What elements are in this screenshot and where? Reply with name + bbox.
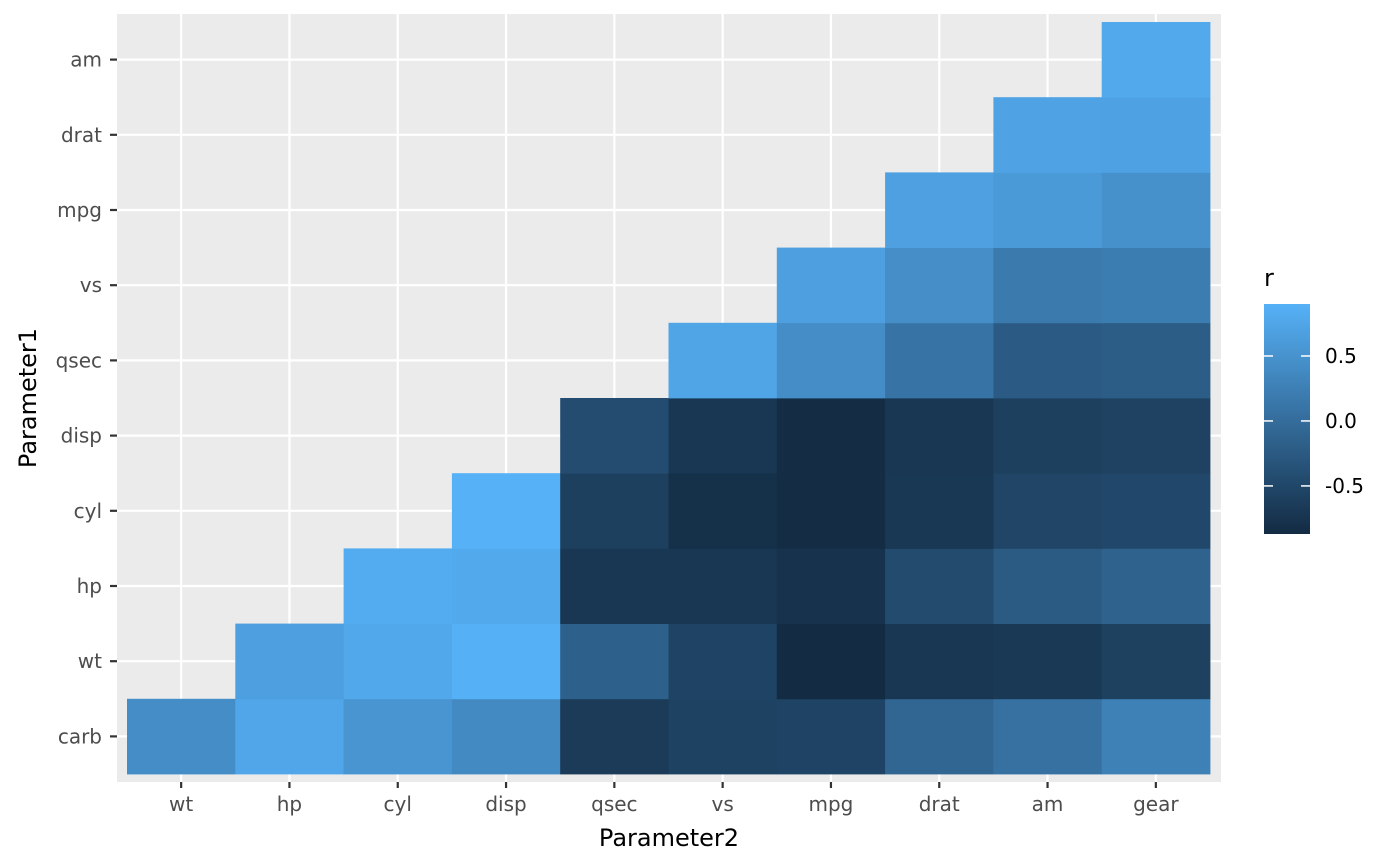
legend-ticks: 0.5 0.0 -0.5 <box>1264 344 1364 498</box>
heatmap-cell <box>1101 698 1211 775</box>
heatmap-cell <box>668 623 778 700</box>
x-tick-label: cyl <box>384 792 412 816</box>
heatmap-cell <box>776 548 886 624</box>
y-tick-label: vs <box>80 273 102 297</box>
legend-tick-label: 0.5 <box>1325 344 1357 368</box>
heatmap-cell <box>1101 172 1211 248</box>
heatmap-cell <box>993 322 1103 399</box>
heatmap-cell <box>885 322 994 399</box>
heatmap-cell <box>885 623 994 700</box>
y-tick-label: drat <box>61 123 102 147</box>
heatmap-cell <box>776 473 886 549</box>
heatmap-cell <box>560 398 669 474</box>
heatmap-cell <box>560 473 669 549</box>
heatmap-cell <box>668 698 778 775</box>
y-tick-label: wt <box>78 649 102 673</box>
heatmap-cell <box>668 473 778 549</box>
heatmap-cell <box>776 398 886 474</box>
heatmap-cell <box>343 623 453 700</box>
heatmap-cell <box>776 247 886 324</box>
y-tick-label: carb <box>58 724 102 748</box>
legend-title: r <box>1264 264 1274 292</box>
heatmap-cell <box>560 623 669 700</box>
heatmap-cell <box>993 172 1103 248</box>
heatmap-cell <box>993 698 1103 775</box>
heatmap-cell <box>1101 97 1211 173</box>
heatmap-cell <box>776 322 886 399</box>
heatmap-cell <box>1101 322 1211 399</box>
heatmap-cell <box>993 548 1103 624</box>
y-tick-label: am <box>70 48 102 72</box>
heatmap-cell <box>668 398 778 474</box>
y-tick-label: qsec <box>56 348 102 372</box>
x-tick-label: gear <box>1133 792 1179 816</box>
heatmap-cell <box>560 698 669 775</box>
heatmap-cell <box>668 322 778 399</box>
heatmap-cell <box>235 623 344 700</box>
heatmap-cell <box>776 623 886 700</box>
x-tick-label: wt <box>169 792 193 816</box>
heatmap-cell <box>993 247 1103 324</box>
heatmap-cell <box>451 473 561 549</box>
color-legend: r 0.5 0.0 -0.5 <box>1264 264 1364 534</box>
heatmap-cell <box>1101 548 1211 624</box>
heatmap-cell <box>451 623 561 700</box>
heatmap-cell <box>560 548 669 624</box>
heatmap-cell <box>885 247 994 324</box>
heatmap-cell <box>343 698 453 775</box>
y-axis-title: Parameter1 <box>14 328 42 468</box>
legend-tick-label: 0.0 <box>1325 409 1357 433</box>
heatmap-cell <box>885 172 994 248</box>
heatmap-cell <box>776 698 886 775</box>
heatmap-cell <box>885 398 994 474</box>
y-tick-label: hp <box>77 574 102 598</box>
heatmap-cell <box>993 623 1103 700</box>
heatmap-cell <box>343 548 453 624</box>
x-tick-label: am <box>1032 792 1064 816</box>
heatmap-cell <box>993 473 1103 549</box>
x-tick-label: mpg <box>809 792 854 816</box>
x-axis: wt hp cyl disp qsec vs mpg drat am gear <box>169 782 1179 816</box>
heatmap-cell <box>885 548 994 624</box>
heatmap-cell <box>993 97 1103 173</box>
x-tick-label: disp <box>485 792 526 816</box>
heatmap-cells <box>127 22 1211 775</box>
y-axis: carb wt hp cyl disp qsec vs mpg drat am <box>56 48 117 748</box>
heatmap-cell <box>235 698 344 775</box>
heatmap-cell <box>885 473 994 549</box>
heatmap-cell <box>127 698 236 775</box>
y-tick-label: disp <box>61 424 102 448</box>
y-tick-label: cyl <box>74 499 102 523</box>
x-axis-title: Parameter2 <box>599 824 739 852</box>
x-tick-label: hp <box>277 792 302 816</box>
heatmap-cell <box>1101 22 1211 98</box>
x-tick-label: vs <box>712 792 734 816</box>
heatmap-cell <box>1101 398 1211 474</box>
y-tick-label: mpg <box>57 198 102 222</box>
heatmap-cell <box>1101 623 1211 700</box>
heatmap-cell <box>993 398 1103 474</box>
heatmap-cell <box>668 548 778 624</box>
heatmap-cell <box>885 698 994 775</box>
legend-colorbar <box>1264 304 1310 534</box>
x-tick-label: drat <box>919 792 960 816</box>
heatmap-cell <box>1101 247 1211 324</box>
x-tick-label: qsec <box>591 792 637 816</box>
heatmap-cell <box>451 698 561 775</box>
legend-tick-label: -0.5 <box>1325 474 1364 498</box>
heatmap-cell <box>1101 473 1211 549</box>
heatmap-cell <box>451 548 561 624</box>
